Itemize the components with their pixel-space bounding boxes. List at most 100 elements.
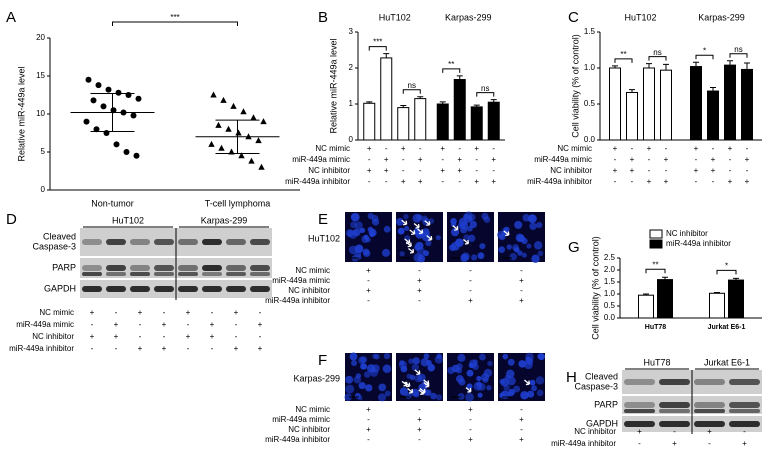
nucleus [526, 390, 535, 398]
treatment-label: NC inhibitor [288, 425, 330, 434]
treatment-sign: + [367, 166, 372, 175]
treatment-sign: - [712, 177, 715, 186]
point [100, 103, 107, 110]
nucleus [498, 246, 506, 253]
bar [707, 90, 719, 141]
treatment-sign: - [367, 296, 370, 305]
treatment-sign: - [695, 155, 698, 164]
panel-letter: B [318, 9, 328, 26]
point [220, 96, 227, 103]
error-bar [646, 63, 652, 68]
error-bar [710, 86, 716, 92]
blot-band [226, 265, 246, 271]
significance-bracket [402, 89, 421, 94]
cell-line-label: Karpas-299 [293, 373, 340, 383]
nucleus [450, 241, 460, 251]
treatment-sign: + [457, 155, 462, 164]
nucleus [406, 373, 412, 379]
nucleus [471, 254, 478, 261]
treatment-label: NC mimic [315, 144, 350, 153]
group-label: HuT102 [624, 12, 656, 22]
treatment-sign: + [162, 320, 167, 329]
point [105, 86, 112, 93]
y-axis-label: Relative miR-449a level [328, 38, 338, 133]
treatment-sign: + [418, 177, 423, 186]
nucleus [535, 376, 545, 385]
nucleus [415, 241, 424, 250]
treatment-sign: - [139, 320, 142, 329]
bar [487, 101, 500, 141]
treatment-sign: + [401, 177, 406, 186]
legend-swatch [649, 239, 663, 249]
blot-band [106, 239, 126, 245]
treatment-sign: - [729, 166, 732, 175]
group-label: Karpas-299 [201, 215, 248, 225]
blot-band [624, 379, 655, 385]
treatment-sign: + [162, 344, 167, 353]
nucleus [481, 212, 489, 220]
point [235, 129, 242, 136]
nucleus [487, 360, 493, 367]
group-label: Karpas-299 [698, 12, 745, 22]
blot-band [202, 272, 222, 276]
arrow [426, 235, 433, 241]
treatment-sign: + [210, 320, 215, 329]
panel-letter: E [318, 211, 328, 228]
treatment-sign: - [211, 344, 214, 353]
treatment-sign: - [259, 308, 262, 317]
treatment-sign: - [673, 427, 676, 436]
nucleus [457, 392, 465, 400]
nucleus [357, 395, 363, 401]
nucleus [536, 389, 544, 397]
blot-band [106, 286, 126, 292]
blot-band [130, 286, 150, 292]
treatment-sign: - [631, 177, 634, 186]
treatment-sign: - [367, 415, 370, 424]
blot-band [202, 286, 222, 292]
error-bar [400, 104, 407, 108]
treatment-sign: - [368, 177, 371, 186]
nucleus [529, 379, 536, 386]
nucleus [503, 384, 510, 391]
treatment-label: NC mimic [295, 405, 330, 414]
row-label: GAPDH [44, 283, 76, 293]
treatment-sign: + [90, 332, 95, 341]
blot-band [178, 272, 198, 276]
nucleus [358, 381, 366, 390]
error-bar [366, 101, 373, 104]
treatment-sign: - [729, 155, 732, 164]
treatment-sign: + [258, 320, 263, 329]
nucleus [404, 225, 410, 231]
treatment-sign: + [613, 144, 618, 153]
treatment-sign: + [711, 155, 716, 164]
nucleus [531, 385, 538, 392]
treatment-label: NC mimic [295, 266, 330, 275]
treatment-sign: + [401, 144, 406, 153]
significance-label: ns [408, 81, 416, 90]
blot-band [130, 265, 150, 271]
nucleus [450, 217, 457, 225]
y-axis-label: Relative miR-449a level [16, 66, 26, 161]
y-tick-label: 20 [36, 33, 45, 42]
nucleus [527, 214, 537, 224]
arrow [417, 228, 424, 235]
treatment-sign: - [163, 308, 166, 317]
x-tick-label: Jurkat E6-1 [708, 324, 746, 331]
point [123, 149, 130, 155]
significance-bracket [368, 46, 387, 51]
treatment-sign: - [520, 266, 523, 275]
treatment-sign: - [648, 155, 651, 164]
error-bar [417, 96, 424, 99]
treatment-label: miR-449a inhibitor [285, 177, 350, 186]
arrow [423, 379, 430, 386]
blot-band [624, 421, 655, 427]
nucleus [509, 253, 517, 261]
treatment-sign: + [647, 177, 652, 186]
nucleus [384, 390, 391, 397]
x-tick-label: Non-tumor [91, 198, 134, 208]
treatment-sign: + [234, 344, 239, 353]
y-tick-label: 0 [41, 185, 46, 194]
significance-label: * [703, 46, 706, 55]
nucleus [412, 357, 420, 365]
arrow [465, 387, 472, 393]
